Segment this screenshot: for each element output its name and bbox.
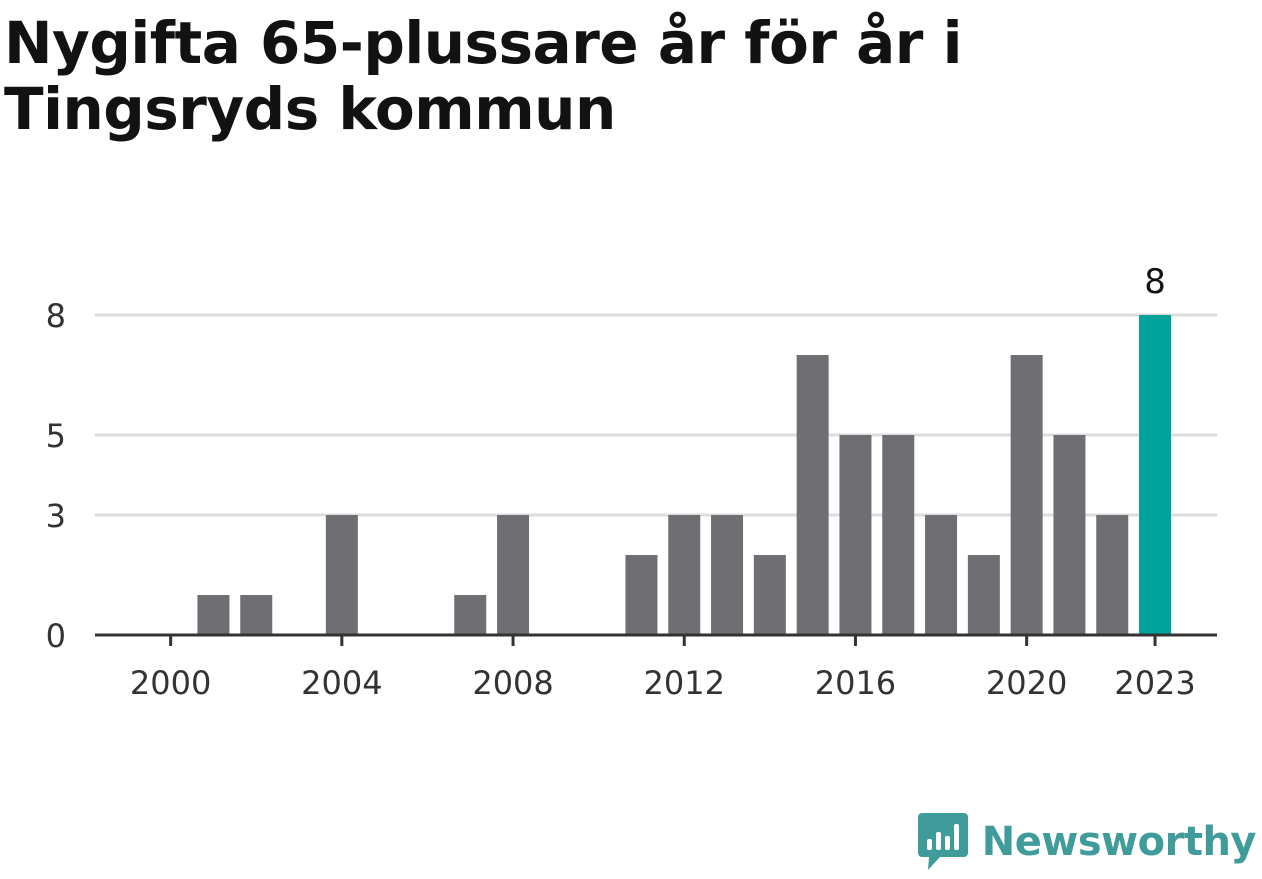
x-tick-label-2016: 2016 xyxy=(815,664,896,702)
bar-2004 xyxy=(325,515,358,635)
gridlines xyxy=(95,313,1217,517)
bar-2012 xyxy=(668,515,701,635)
x-tick-label-2000: 2000 xyxy=(130,664,211,702)
y-tick-label-5: 5 xyxy=(46,417,66,455)
bar-2023 xyxy=(1139,315,1172,635)
y-tick-label-8: 8 xyxy=(46,297,66,335)
bar-2021 xyxy=(1053,435,1086,635)
y-axis-ticks: 0 3 5 8 xyxy=(46,297,66,655)
bar-2011 xyxy=(625,555,658,635)
brand-name: Newsworthy xyxy=(981,819,1257,865)
data-label-2023: 8 xyxy=(1144,262,1166,302)
bar-2014 xyxy=(753,555,786,635)
bar-2001 xyxy=(197,595,230,635)
y-tick-label-3: 3 xyxy=(46,497,66,535)
x-tick-label-2004: 2004 xyxy=(301,664,382,702)
x-tick-label-2008: 2008 xyxy=(472,664,553,702)
chart-title: Nygifta 65-plussare år för år i Tingsryd… xyxy=(4,9,962,143)
bar-2019 xyxy=(967,555,1000,635)
brand: Newsworthy xyxy=(917,813,1257,871)
newsworthy-logo-icon xyxy=(917,813,968,870)
bars xyxy=(197,315,1172,635)
bar-2017 xyxy=(882,435,915,635)
x-tick-label-2020: 2020 xyxy=(986,664,1067,702)
y-tick-label-0: 0 xyxy=(46,617,66,655)
bar-2018 xyxy=(925,515,958,635)
bar-2022 xyxy=(1096,515,1129,635)
x-axis-ticks: 2000 2004 2008 2012 2016 2020 2023 xyxy=(130,635,1196,702)
bar-2013 xyxy=(711,515,744,635)
data-labels: 8 xyxy=(1144,262,1166,302)
bar-2020 xyxy=(1010,355,1043,635)
bar-2008 xyxy=(497,515,530,635)
bar-2016 xyxy=(839,435,872,635)
bar-2007 xyxy=(454,595,487,635)
x-tick-label-2012: 2012 xyxy=(644,664,725,702)
x-tick-label-2023: 2023 xyxy=(1114,664,1195,702)
bar-2002 xyxy=(240,595,273,635)
bar-2015 xyxy=(796,355,829,635)
